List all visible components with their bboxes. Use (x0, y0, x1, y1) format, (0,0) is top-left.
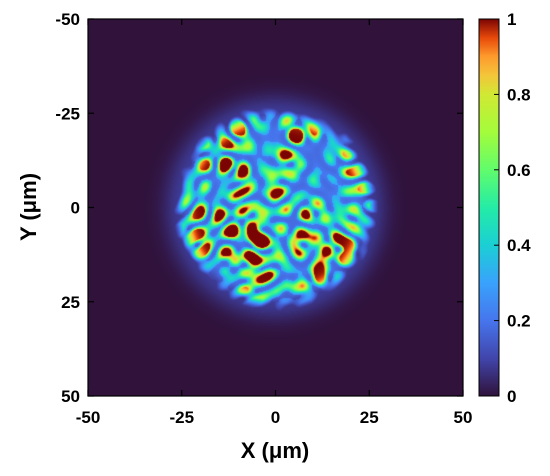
colorbar-tick-label: 0.8 (507, 85, 531, 104)
colorbar: 0 0.2 0.4 0.6 0.8 1 (478, 10, 531, 406)
y-tick-label: -50 (55, 10, 80, 29)
y-tick-label: -25 (55, 104, 80, 123)
x-tick-label: 0 (271, 408, 280, 427)
speckle-heatmap-container (88, 19, 463, 396)
plot-area (87, 18, 464, 397)
colorbar-ticks: 0 0.2 0.4 0.6 0.8 1 (494, 10, 531, 406)
speckle-heatmap (88, 19, 463, 396)
colorbar-tick-label: 0.6 (507, 161, 531, 180)
y-axis-label: Y (μm) (16, 173, 41, 241)
colorbar-tick-label: 0 (507, 387, 516, 406)
x-tick-label: 50 (454, 408, 473, 427)
y-tick-label: 25 (61, 293, 80, 312)
x-tick-label: 25 (360, 408, 379, 427)
x-tick-label: -50 (76, 408, 101, 427)
colorbar-tick-label: 0.2 (507, 312, 531, 331)
x-tick-label: -25 (169, 408, 194, 427)
y-tick-label: 50 (61, 387, 80, 406)
colorbar-gradient (478, 18, 500, 397)
y-axis-ticks: -50 -25 0 25 50 (55, 10, 463, 406)
y-tick-label: 0 (71, 199, 80, 218)
colorbar-tick-label: 0.4 (507, 236, 531, 255)
colorbar-tick-label: 1 (507, 10, 516, 29)
x-axis-label: X (μm) (241, 438, 309, 463)
x-axis-ticks: -50 -25 0 25 50 (76, 19, 473, 427)
